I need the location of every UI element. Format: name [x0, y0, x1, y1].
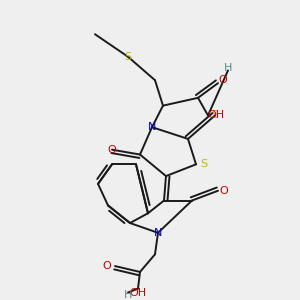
Text: O: O	[220, 186, 228, 196]
Text: H: H	[124, 290, 132, 300]
Text: N: N	[154, 228, 162, 238]
Text: H: H	[224, 64, 232, 74]
Text: S: S	[212, 110, 219, 120]
Text: S: S	[124, 52, 132, 62]
Text: OH: OH	[129, 289, 147, 298]
Text: O: O	[219, 75, 227, 85]
Text: S: S	[200, 159, 208, 169]
Text: O: O	[108, 145, 116, 155]
Text: OH: OH	[207, 110, 225, 120]
Text: O: O	[103, 261, 111, 271]
Text: N: N	[148, 122, 156, 132]
